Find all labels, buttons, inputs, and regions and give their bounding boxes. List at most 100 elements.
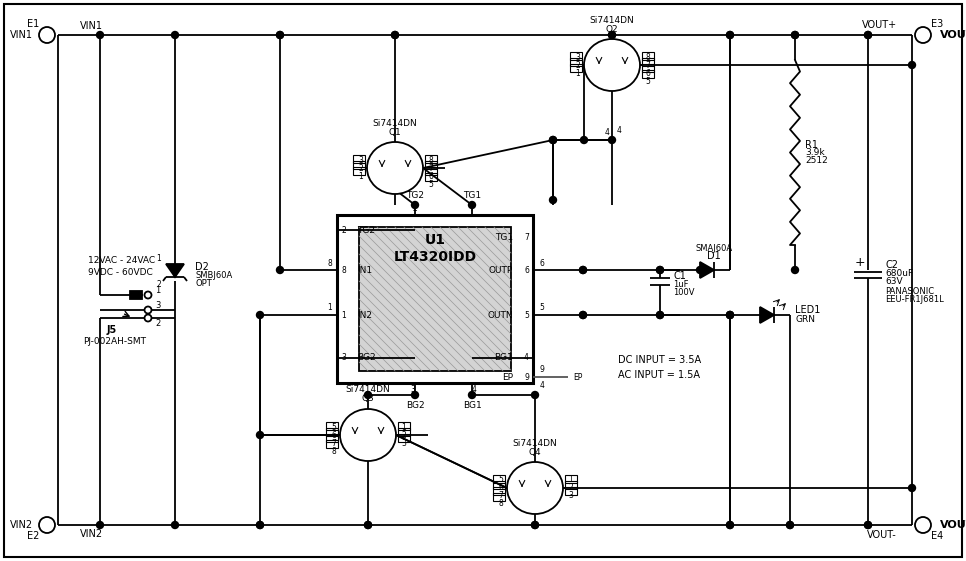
Bar: [353, 155, 365, 163]
Text: D1: D1: [707, 251, 721, 261]
Text: 8: 8: [341, 265, 346, 274]
Text: 1: 1: [358, 172, 363, 181]
Text: Q3: Q3: [361, 394, 375, 403]
Text: TG2: TG2: [406, 191, 424, 200]
Circle shape: [391, 31, 399, 39]
Text: VIN2: VIN2: [80, 529, 103, 539]
Circle shape: [39, 27, 55, 43]
Text: 9VDC - 60VDC: 9VDC - 60VDC: [88, 268, 153, 277]
Text: 8: 8: [429, 155, 434, 164]
Text: 680uF: 680uF: [885, 269, 913, 278]
Circle shape: [364, 522, 372, 528]
Circle shape: [257, 431, 264, 439]
Text: 2: 2: [155, 319, 160, 328]
Bar: [642, 58, 654, 66]
Text: 3: 3: [358, 155, 363, 164]
Circle shape: [550, 196, 556, 204]
Circle shape: [145, 306, 152, 314]
Text: 8: 8: [327, 259, 332, 268]
Text: 3: 3: [576, 53, 581, 62]
Text: 2512: 2512: [805, 156, 828, 165]
Text: 8: 8: [645, 53, 650, 62]
Circle shape: [550, 136, 556, 144]
Text: 2: 2: [412, 204, 417, 213]
Text: 2: 2: [576, 61, 581, 70]
Text: OPT: OPT: [195, 278, 212, 287]
Circle shape: [469, 392, 475, 398]
Text: 7: 7: [429, 163, 434, 172]
Text: Q2: Q2: [606, 25, 618, 34]
Text: VIN1: VIN1: [80, 21, 103, 31]
Text: VIN2: VIN2: [10, 520, 33, 530]
Circle shape: [609, 31, 615, 39]
Text: Si7414DN: Si7414DN: [513, 439, 557, 448]
Text: 8: 8: [498, 499, 503, 508]
Circle shape: [531, 522, 538, 528]
Circle shape: [97, 31, 103, 39]
Circle shape: [908, 485, 916, 491]
Bar: [398, 428, 410, 436]
Text: 5: 5: [525, 310, 529, 320]
Text: 3: 3: [155, 301, 160, 310]
Text: 3: 3: [411, 385, 415, 394]
Circle shape: [726, 311, 733, 319]
Text: 7: 7: [331, 439, 336, 448]
Bar: [642, 64, 654, 72]
Bar: [425, 155, 437, 163]
Bar: [570, 58, 582, 66]
Text: TG1: TG1: [463, 191, 481, 200]
Circle shape: [791, 266, 799, 274]
Bar: [493, 481, 505, 489]
Text: OUTP: OUTP: [489, 265, 513, 274]
Text: 5: 5: [645, 76, 650, 85]
Bar: [326, 440, 338, 448]
Text: 7: 7: [469, 204, 474, 213]
Text: 3.9k: 3.9k: [805, 148, 825, 157]
Text: 5: 5: [498, 476, 503, 485]
Text: 2: 2: [569, 484, 574, 493]
Text: PJ-002AH-SMT: PJ-002AH-SMT: [83, 338, 147, 347]
Bar: [326, 422, 338, 430]
Circle shape: [580, 311, 586, 319]
Circle shape: [915, 27, 931, 43]
Circle shape: [531, 392, 538, 398]
Circle shape: [276, 266, 283, 274]
Circle shape: [726, 522, 733, 528]
Text: BG1: BG1: [495, 353, 513, 362]
Text: 1: 1: [569, 476, 574, 485]
Circle shape: [786, 522, 793, 528]
Circle shape: [97, 522, 103, 528]
Text: VOUT-: VOUT-: [867, 530, 897, 540]
Circle shape: [791, 31, 799, 39]
Text: EP: EP: [502, 373, 513, 381]
Circle shape: [276, 31, 283, 39]
Circle shape: [726, 31, 733, 39]
Text: AC INPUT = 1.5A: AC INPUT = 1.5A: [618, 370, 700, 380]
Text: 1: 1: [155, 286, 160, 295]
Text: 8: 8: [331, 447, 336, 456]
Circle shape: [865, 522, 871, 528]
Circle shape: [364, 522, 372, 528]
Circle shape: [531, 522, 538, 528]
Circle shape: [412, 201, 418, 209]
Circle shape: [657, 311, 664, 319]
Text: E1: E1: [27, 19, 40, 29]
Text: 5: 5: [331, 422, 336, 431]
Ellipse shape: [367, 142, 423, 194]
Circle shape: [364, 392, 372, 398]
Text: VOUT-: VOUT-: [940, 520, 966, 530]
Text: C2: C2: [885, 260, 898, 270]
Text: 7: 7: [525, 232, 529, 241]
Circle shape: [257, 522, 264, 528]
Polygon shape: [166, 264, 184, 277]
Bar: [493, 475, 505, 483]
Text: 6: 6: [331, 430, 336, 439]
Text: EEU-FR1J681L: EEU-FR1J681L: [885, 295, 944, 304]
Ellipse shape: [507, 462, 563, 514]
Circle shape: [550, 136, 556, 144]
Text: SMAJ60A: SMAJ60A: [696, 243, 732, 252]
Text: LT4320IDD: LT4320IDD: [393, 250, 476, 264]
Text: Q1: Q1: [388, 127, 402, 136]
Circle shape: [657, 266, 664, 274]
Text: 1: 1: [402, 422, 407, 431]
